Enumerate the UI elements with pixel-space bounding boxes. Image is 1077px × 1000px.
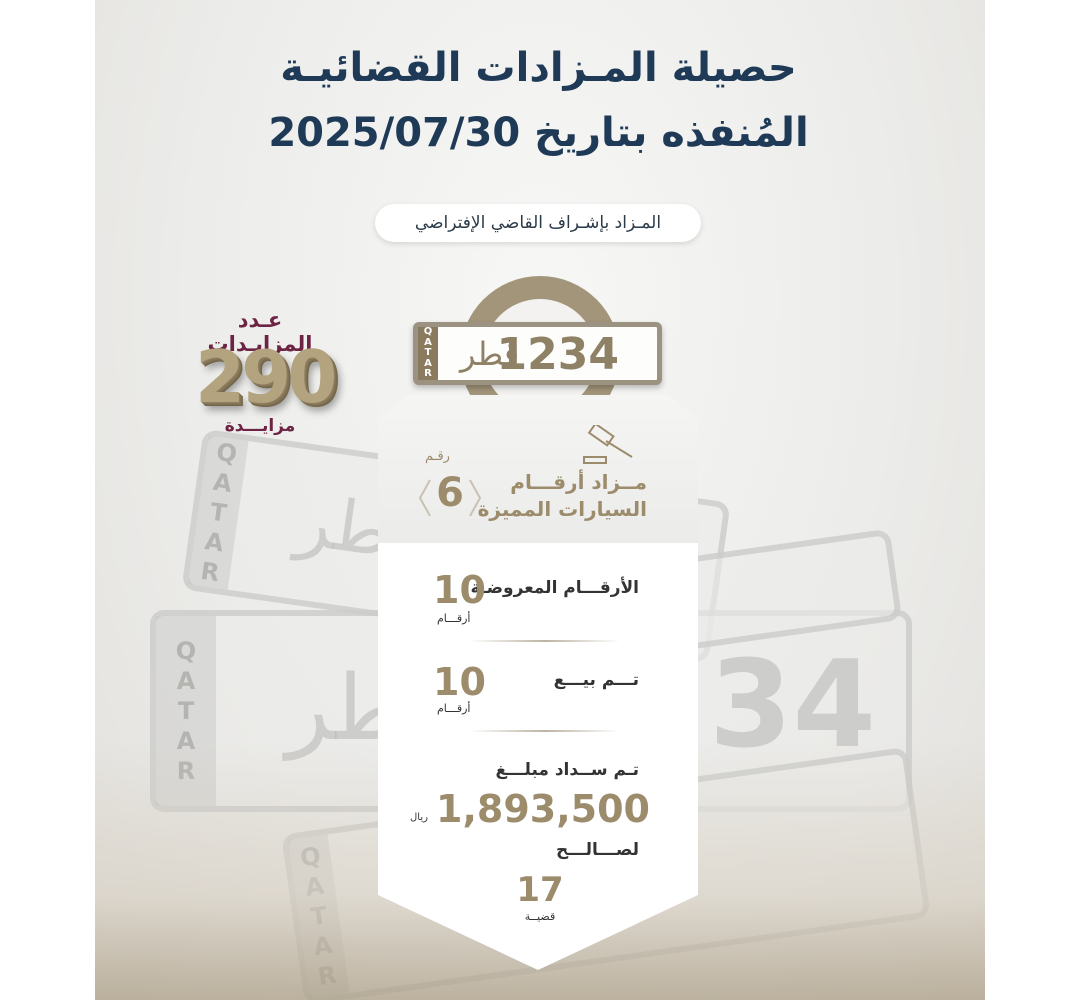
stat-sold-value: 10 — [433, 660, 486, 704]
subtitle-pill: المـزاد بإشـراف القاضي الإفتراضي — [375, 204, 701, 242]
auction-number-label: رقـم — [425, 449, 450, 464]
divider — [470, 730, 620, 732]
stat-offered-value: 10 — [433, 568, 486, 612]
stat-sold-label: تـــم بيـــع — [553, 670, 639, 690]
plate-number: 1234 — [496, 329, 619, 380]
stat-sold-unit: أرقـــام — [437, 702, 471, 715]
bids-label: عـدد المزايـدات — [207, 308, 313, 356]
payment-label: تـم ســداد مبلـــغ — [495, 760, 639, 780]
divider — [470, 640, 620, 642]
cases-count: 17 — [516, 870, 564, 910]
auction-title-1: مــزاد أرقـــام — [510, 470, 647, 494]
stats-panel — [378, 395, 698, 970]
auction-title-2: السيارات المميزة — [477, 497, 647, 521]
payment-currency: ريال — [410, 812, 428, 823]
stat-offered-label: الأرقـــام المعروضـة — [470, 578, 640, 598]
gavel-icon — [583, 425, 633, 464]
payment-for-label: لصـــالـــح — [555, 840, 639, 860]
cases-unit: قضيــة — [524, 910, 556, 923]
title-line-2: المُنفذه بتاريخ 2025/07/30 — [268, 110, 809, 156]
panel-header — [378, 395, 698, 543]
bids-unit: مزايـــدة — [224, 416, 296, 436]
plate-country: قطر — [460, 335, 520, 373]
payment-amount: 1,893,500 — [436, 787, 650, 831]
stat-offered-unit: أرقـــام — [437, 612, 471, 625]
title-line-1: حصيلة المـزادات القضائيـة — [280, 45, 797, 91]
bids-count: 290 — [195, 335, 337, 419]
diamond-frame-icon — [418, 479, 482, 517]
auction-number: 6 — [436, 470, 464, 516]
